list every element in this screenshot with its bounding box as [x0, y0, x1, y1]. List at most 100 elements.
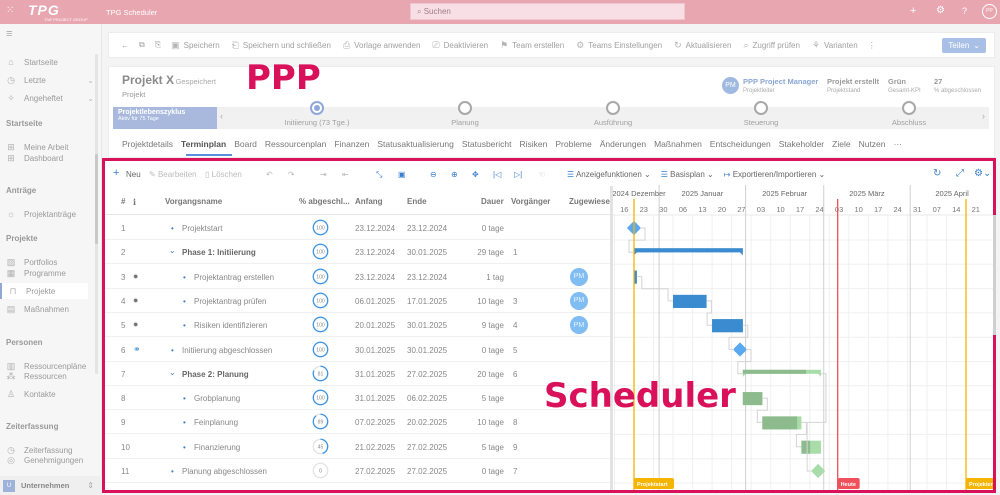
col-percent[interactable]: % abgeschl...	[299, 197, 350, 206]
expand-icon[interactable]: ⤢	[956, 168, 964, 179]
sidebar-item-dashboard[interactable]: ⊞ Dashboard	[6, 150, 94, 166]
baseline-dropdown[interactable]: ☰ Basisplan ⌄	[660, 170, 714, 179]
sidebar-item-ressourcenplne[interactable]: ▥ Ressourcenpläne	[6, 358, 94, 374]
edit-button[interactable]: ✎ Bearbeiten	[149, 170, 197, 179]
cmd-speichern[interactable]: ▣ Speichern	[171, 40, 220, 51]
table-row[interactable]: 5 ● • Risiken identifizieren 100 20.01.2025 30…	[105, 313, 610, 338]
sidebar-scrollbar[interactable]	[95, 54, 98, 374]
sidebar-item-portfolios[interactable]: ▨ Portfolios	[6, 254, 94, 270]
delete-button[interactable]: ▯ Löschen	[205, 170, 242, 179]
tab-statusaktualisierung[interactable]: Statusaktualisierung	[377, 139, 454, 149]
settings-icon[interactable]: ⚙⌄	[974, 168, 992, 179]
tab-ziele[interactable]: Ziele	[832, 139, 851, 149]
tab-board[interactable]: Board	[234, 139, 257, 149]
refresh-icon[interactable]: ↻	[933, 168, 942, 179]
sidebar-item-programme[interactable]: ▦ Programme	[6, 265, 94, 281]
milestone-diamond[interactable]	[811, 463, 826, 479]
sidebar-item-projektantrge[interactable]: ☼ Projektanträge	[6, 206, 94, 222]
marker-badge[interactable]	[966, 478, 993, 489]
share-button[interactable]: Teilen ⌄	[942, 37, 986, 53]
more-icon[interactable]: ⋮	[867, 40, 876, 50]
assignee-avatar[interactable]: PM	[570, 267, 588, 286]
sidebar-item-zeiterfassung[interactable]: ◷ Zeiterfassung	[6, 442, 94, 458]
undo-icon[interactable]: ↶	[266, 170, 273, 179]
table-row[interactable]: 3 ● • Projektantrag erstellen 100 23.12.2024 2…	[105, 265, 610, 289]
sidebar-item-letzte[interactable]: ◷ Letzte ⌄	[6, 72, 94, 88]
sidebar-item-meinearbeit[interactable]: ⊞ Meine Arbeit	[6, 139, 94, 155]
app-launcher-icon[interactable]: ⁙	[6, 5, 15, 16]
col-predecessor[interactable]: Vorgänger	[511, 197, 551, 206]
table-row[interactable]: 6 ⚭ • Initiierung abgeschlossen 100 30.01.202…	[105, 338, 610, 362]
col-start[interactable]: Anfang	[355, 197, 383, 206]
col-name[interactable]: Vorgangsname	[165, 197, 223, 206]
sidebar-item-manahmen[interactable]: ▤ Maßnahmen	[6, 301, 94, 317]
task-name[interactable]: Projektantrag erstellen	[194, 272, 275, 282]
tab-statusbericht[interactable]: Statusbericht	[461, 139, 512, 149]
new-button[interactable]: Neu	[126, 170, 141, 179]
task-name[interactable]: Risiken identifizieren	[194, 321, 268, 331]
col-assigned[interactable]: Zugewiesen	[569, 197, 610, 206]
popout-icon[interactable]: ⧉	[139, 40, 145, 49]
add-icon[interactable]: +	[910, 5, 917, 17]
sidebar-footer[interactable]: U Unternehmen ⇕	[0, 476, 102, 495]
col-info[interactable]: i	[133, 197, 137, 207]
hamburger-icon[interactable]: ≡	[6, 28, 13, 40]
indent-icon[interactable]: ⇥	[320, 170, 327, 179]
outdent-icon[interactable]: ⇤	[342, 170, 349, 179]
table-row[interactable]: 11 • Planung abgeschlossen 0 27.02.2025 27.02…	[105, 459, 610, 483]
stage-circle[interactable]	[310, 101, 324, 115]
task-name[interactable]: Initiierung abgeschlossen	[182, 345, 273, 355]
sidebar-item-angeheftet[interactable]: ✧ Angeheftet ⌄	[6, 90, 94, 106]
col-duration[interactable]: Dauer	[481, 197, 504, 206]
stage-circle[interactable]	[902, 101, 916, 115]
task-name[interactable]: Feinplanung	[194, 418, 239, 428]
search-input[interactable]: ⌕ Suchen	[410, 3, 685, 20]
table-row[interactable]: 2 ⌄ Phase 1: Initiierung 100 23.12.2024 30.01…	[105, 240, 610, 265]
add-icon[interactable]: +	[113, 167, 120, 179]
table-row[interactable]: 10 • Finanzierung 45 21.02.2025 27.02.2025 5 t…	[105, 435, 610, 459]
hand-icon[interactable]: ☜	[538, 170, 546, 179]
cmd-varianten[interactable]: ⚘ Varianten	[812, 40, 858, 51]
table-row[interactable]: 1 • Projektstart 100 23.12.2024 23.12.2024 0 t…	[105, 216, 610, 240]
stage-circle[interactable]	[458, 101, 472, 115]
tab-entscheidungen[interactable]: Entscheidungen	[709, 139, 771, 149]
link-icon[interactable]: ⤡	[376, 170, 383, 179]
cmd-vorlage-anwenden[interactable]: ⎙ Vorlage anwenden	[343, 40, 420, 51]
marker-badge[interactable]	[837, 478, 860, 489]
sidebar-item-startseite[interactable]: ⌂ Startseite	[6, 54, 94, 70]
fit-icon[interactable]: ✥	[472, 170, 479, 179]
col-num[interactable]: #	[121, 197, 126, 206]
sidebar-item-genehmigungen[interactable]: ◎ Genehmigungen	[6, 452, 94, 468]
tab-stakeholder[interactable]: Stakeholder	[778, 139, 825, 149]
zoom-in-icon[interactable]: ⊕	[451, 170, 458, 179]
display-functions-dropdown[interactable]: ☰ Anzeigefunktionen ⌄	[567, 170, 651, 179]
manager-name[interactable]: PPP Project Manager	[743, 77, 819, 86]
chevron-left-icon[interactable]: ‹	[220, 111, 223, 121]
task-name[interactable]: Projektantrag prüfen	[194, 296, 267, 306]
lifecycle-badge[interactable]: Projektlebenszyklus Aktiv für 75 Tage	[113, 107, 217, 129]
cmd-speichern-und-schließen[interactable]: ⎗ Speichern und schließen	[232, 40, 331, 51]
tab-probleme[interactable]: Probleme	[555, 139, 592, 149]
gantt-scrollbar[interactable]	[993, 215, 996, 335]
tab-finanzen[interactable]: Finanzen	[334, 139, 370, 149]
sidebar-item-kontakte[interactable]: ♙ Kontakte	[6, 386, 94, 402]
assignee-avatar[interactable]: PM	[570, 316, 588, 335]
table-row[interactable]: 9 • Feinplanung 89 07.02.2025 20.02.2025 10 ta…	[105, 410, 610, 435]
task-name[interactable]: Planung abgeschlossen	[182, 467, 267, 476]
export-import-dropdown[interactable]: ↦ Exportieren/Importieren ⌄	[723, 170, 826, 179]
collapse-chevron-icon[interactable]: ⌄	[169, 367, 176, 377]
task-name[interactable]: Finanzierung	[194, 442, 241, 452]
tab-nutzen[interactable]: Nutzen	[858, 139, 886, 149]
chevron-right-icon[interactable]: ›	[982, 111, 985, 121]
cmd-aktualisieren[interactable]: ↻ Aktualisieren	[674, 40, 731, 51]
scroll-start-icon[interactable]: |◁	[493, 170, 502, 179]
tab-terminplan[interactable]: Terminplan	[181, 139, 227, 149]
tab-ressourcenplan[interactable]: Ressourcenplan	[264, 139, 327, 149]
stage-circle[interactable]	[606, 101, 620, 115]
task-name[interactable]: Projektstart	[182, 224, 223, 233]
table-row[interactable]: 8 • Grobplanung 100 31.01.2025 06.02.2025 5 ta…	[105, 386, 610, 411]
chevron-down-icon[interactable]: ⌄	[87, 75, 94, 85]
calendar-icon[interactable]: ▣	[398, 170, 406, 179]
tab-projektdetails[interactable]: Projektdetails	[122, 139, 174, 149]
table-row[interactable]: 4 ● • Projektantrag prüfen 100 06.01.2025 17.0…	[105, 289, 610, 313]
